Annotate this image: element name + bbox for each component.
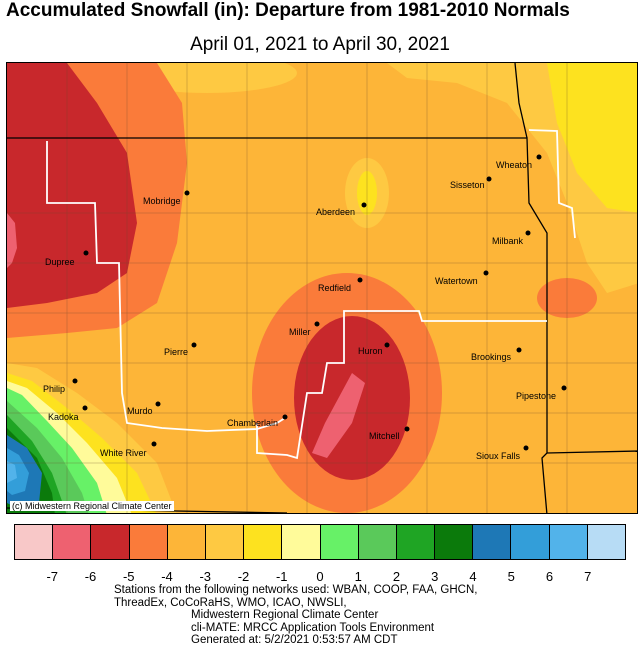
svg-text:Pipestone: Pipestone (516, 391, 556, 401)
legend-tick: -5 (122, 569, 135, 584)
legend-ticks: -7 -6 -5 -4 -3 -2 -1 0 1 2 3 4 5 6 7 (0, 569, 640, 585)
legend-tick: 5 (507, 569, 515, 584)
city-milbank: Milbank (492, 230, 531, 246)
legend-tick: 1 (354, 569, 362, 584)
svg-text:Philip: Philip (43, 384, 65, 394)
footer-line-4: cli-MATE: MRCC Application Tools Environ… (191, 621, 435, 634)
city-aberdeen: Aberdeen (316, 202, 367, 217)
legend-tick: -1 (275, 569, 288, 584)
svg-text:Kadoka: Kadoka (48, 412, 79, 422)
legend-tick: -6 (84, 569, 97, 584)
svg-text:Dupree: Dupree (45, 257, 75, 267)
contour-minus6-west (7, 213, 17, 268)
county-lines (7, 63, 637, 513)
legend-swatch-9 (358, 525, 397, 559)
legend-tick: 6 (545, 569, 554, 584)
legend-tick: -4 (161, 569, 173, 584)
map-credit: (c) Midwestern Regional Climate Center (10, 501, 174, 511)
legend-tick: 3 (431, 569, 439, 584)
snowfall-departure-map: Wheaton Sisseton Mobridge Aberdeen Milba… (6, 62, 638, 514)
legend-swatch-1 (53, 525, 92, 559)
svg-text:Sioux Falls: Sioux Falls (476, 451, 521, 461)
svg-text:Pierre: Pierre (164, 347, 188, 357)
city-murdo: Murdo (127, 401, 161, 416)
svg-text:Redfield: Redfield (318, 283, 351, 293)
legend-swatch-11 (435, 525, 474, 559)
svg-text:Huron: Huron (358, 346, 383, 356)
city-kadoka: Kadoka (48, 405, 88, 422)
svg-text:Wheaton: Wheaton (496, 160, 532, 170)
legend-swatch-7 (282, 525, 321, 559)
svg-text:Mitchell: Mitchell (369, 431, 400, 441)
footer-line-5: Generated at: 5/2/2021 0:53:57 AM CDT (191, 634, 398, 646)
legend-swatch-5 (205, 525, 245, 559)
city-markers: Wheaton Sisseton Mobridge Aberdeen Milba… (43, 154, 567, 461)
legend-swatch-0 (15, 525, 54, 559)
map-title: Accumulated Snowfall (in): Departure fro… (6, 0, 570, 21)
city-huron: Huron (358, 342, 390, 356)
footer-line-1: Stations from the following networks use… (114, 584, 478, 596)
contour-minus6-central (312, 373, 365, 458)
reservation-boundaries (46, 129, 576, 460)
contour-plus7-sw (7, 461, 17, 483)
map-canvas: Wheaton Sisseton Mobridge Aberdeen Milba… (7, 63, 637, 513)
city-pierre: Pierre (164, 342, 197, 357)
svg-text:Sisseton: Sisseton (450, 180, 485, 190)
legend-swatch-8 (320, 525, 359, 559)
legend-swatch-2 (91, 525, 130, 559)
legend-tick: -3 (199, 569, 212, 584)
legend-tick: 4 (469, 569, 477, 584)
legend-swatch-3 (129, 525, 168, 559)
city-dupree: Dupree (45, 250, 89, 267)
legend-tick: -2 (237, 569, 250, 584)
city-mobridge: Mobridge (143, 190, 190, 206)
contour-plus6-sw (7, 448, 29, 495)
footer-line-2: ThreadEx, CoCoRaHS, WMO, ICAO, NWSLI, (114, 596, 347, 609)
svg-text:Watertown: Watertown (435, 276, 478, 286)
city-miller: Miller (289, 321, 320, 337)
map-subtitle: April 01, 2021 to April 30, 2021 (190, 34, 450, 55)
legend-tick: -7 (46, 569, 59, 584)
svg-text:Milbank: Milbank (492, 236, 524, 246)
city-sioux-falls: Sioux Falls (476, 445, 529, 461)
legend-swatch-6 (244, 525, 283, 559)
legend-swatch-14 (549, 525, 588, 559)
svg-text:Brookings: Brookings (471, 352, 512, 362)
legend-swatch-4 (167, 525, 206, 559)
legend-tick: 0 (316, 569, 324, 584)
svg-text:Chamberlain: Chamberlain (227, 418, 278, 428)
city-sisseton: Sisseton (450, 176, 492, 190)
svg-text:Mobridge: Mobridge (143, 196, 181, 206)
contour-minus5-west (7, 63, 137, 308)
legend-swatch-13 (511, 525, 550, 559)
legend-swatch-10 (396, 525, 436, 559)
city-pipestone: Pipestone (516, 385, 567, 401)
city-philip: Philip (43, 378, 78, 394)
legend-tick: 7 (584, 569, 592, 584)
legend-swatch-15 (587, 525, 625, 559)
svg-text:Miller: Miller (289, 327, 311, 337)
svg-text:Aberdeen: Aberdeen (316, 207, 355, 217)
legend-tick: 2 (392, 569, 401, 584)
svg-text:White River: White River (100, 448, 147, 458)
legend-swatch-12 (473, 525, 512, 559)
contour-minus1-ne (547, 63, 637, 213)
city-mitchell: Mitchell (369, 426, 410, 441)
color-legend (14, 524, 626, 560)
city-white-river: White River (100, 441, 157, 458)
footer-line-3: Midwestern Regional Climate Center (191, 609, 379, 621)
city-redfield: Redfield (318, 277, 363, 293)
city-brookings: Brookings (471, 347, 522, 362)
city-wheaton: Wheaton (496, 154, 542, 170)
svg-text:Murdo: Murdo (127, 406, 153, 416)
city-watertown: Watertown (435, 270, 489, 286)
city-chamberlain: Chamberlain (227, 414, 288, 428)
